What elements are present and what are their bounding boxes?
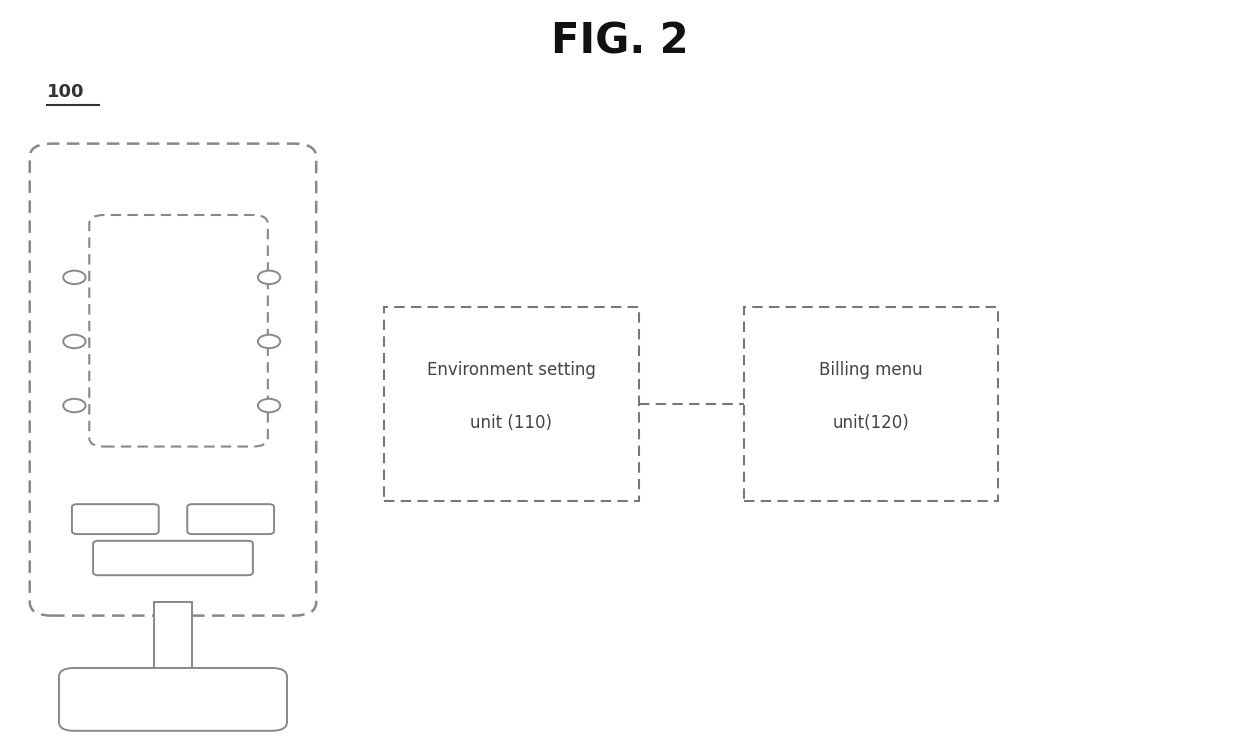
Circle shape [63, 399, 86, 412]
Circle shape [63, 334, 86, 348]
FancyBboxPatch shape [30, 144, 316, 616]
FancyBboxPatch shape [89, 215, 268, 447]
Text: unit (110): unit (110) [470, 414, 553, 432]
Text: unit(120): unit(120) [833, 414, 909, 432]
Text: FIG. 2: FIG. 2 [552, 20, 688, 62]
Circle shape [258, 334, 280, 348]
FancyBboxPatch shape [187, 504, 274, 534]
Circle shape [258, 399, 280, 412]
Circle shape [63, 271, 86, 284]
FancyBboxPatch shape [60, 668, 286, 731]
FancyBboxPatch shape [384, 307, 639, 501]
Text: 100: 100 [47, 83, 84, 101]
FancyBboxPatch shape [93, 541, 253, 575]
Text: Billing menu: Billing menu [820, 361, 923, 379]
FancyBboxPatch shape [72, 504, 159, 534]
Circle shape [258, 271, 280, 284]
FancyBboxPatch shape [744, 307, 998, 501]
Text: Environment setting: Environment setting [427, 361, 596, 379]
Bar [154, 602, 191, 677]
